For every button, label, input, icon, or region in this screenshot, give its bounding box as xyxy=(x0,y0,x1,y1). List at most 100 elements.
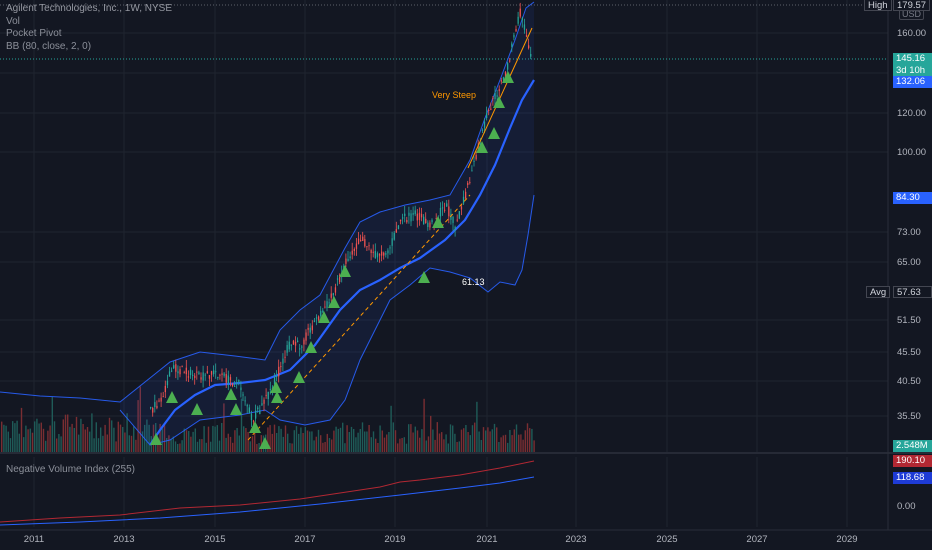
volume-bar xyxy=(456,442,458,452)
price-tick-label: 100.00 xyxy=(897,147,926,158)
volume-bar xyxy=(159,423,161,452)
candle-body xyxy=(515,29,517,32)
volume-bar xyxy=(223,403,225,452)
volume-bar xyxy=(531,428,533,452)
volume-bar xyxy=(513,429,515,452)
volume-bar xyxy=(425,440,427,452)
candle-body xyxy=(370,250,372,253)
upper-band xyxy=(0,1,535,403)
candles xyxy=(150,2,532,427)
volume-bar xyxy=(287,433,289,452)
volume-bar xyxy=(284,425,287,452)
candle-body xyxy=(389,247,391,249)
candle-body xyxy=(502,77,505,80)
symbol-title[interactable]: Agilent Technologies, Inc., 1W, NYSE xyxy=(6,3,173,14)
candle-body xyxy=(152,408,154,413)
candle-body xyxy=(215,371,217,373)
legend-pocket-pivot[interactable]: Pocket Pivot xyxy=(6,28,62,39)
volume-bar xyxy=(45,440,47,452)
triangle-up-icon xyxy=(166,391,178,403)
legend-bb[interactable]: BB (80, close, 2, 0) xyxy=(6,40,92,52)
volume-bar xyxy=(58,434,60,452)
candle-body xyxy=(452,216,454,223)
nvi-value-tag: 190.10 xyxy=(893,455,932,467)
candle-body xyxy=(309,327,311,333)
volume-bar xyxy=(212,425,214,452)
volume-bar xyxy=(190,436,192,452)
volume-bar xyxy=(412,432,414,452)
nvi-line xyxy=(0,460,535,523)
volume-bar xyxy=(502,435,504,452)
volume-bar xyxy=(258,443,260,452)
volume-bar xyxy=(86,427,89,452)
pocket-pivot-markers xyxy=(150,71,514,449)
volume-bar xyxy=(471,425,474,452)
volume-bar xyxy=(269,425,271,452)
time-tick-label: 2025 xyxy=(656,534,677,545)
time-tick-label: 2029 xyxy=(836,534,857,545)
volume-bar xyxy=(293,430,295,452)
volume-bar xyxy=(111,420,113,452)
volume-bar xyxy=(271,433,273,452)
candle-body xyxy=(324,306,326,308)
candle-body xyxy=(187,376,190,378)
low-value-annotation: 61.13 xyxy=(462,277,485,287)
candle-body xyxy=(387,250,389,254)
volume-bar xyxy=(89,431,91,452)
time-tick-label: 2023 xyxy=(565,534,586,545)
candle-body xyxy=(303,339,305,345)
legend-vol[interactable]: Vol xyxy=(6,15,20,27)
candle-body xyxy=(315,317,318,319)
volume-bar xyxy=(124,432,126,452)
volume-bar xyxy=(168,435,170,452)
volume-bar xyxy=(170,438,172,452)
candle-body xyxy=(408,212,410,216)
candle-body xyxy=(185,367,187,375)
candle-body xyxy=(311,325,313,331)
candle-body xyxy=(420,213,423,218)
candle-body xyxy=(332,293,334,296)
countdown-tag: 3d 10h xyxy=(893,65,932,77)
candle-body xyxy=(244,400,246,402)
candle-body xyxy=(294,341,297,346)
candle-body xyxy=(280,366,282,368)
candle-body xyxy=(402,217,404,219)
volume-bar xyxy=(458,441,460,452)
candle-body xyxy=(467,182,469,185)
candle-body xyxy=(414,210,416,215)
candle-body xyxy=(362,236,364,241)
volume-bar xyxy=(146,419,148,452)
volume-bar xyxy=(64,414,67,452)
volume-bar xyxy=(97,438,100,452)
volume-bar xyxy=(135,439,137,452)
time-tick-label: 2015 xyxy=(204,534,225,545)
candle-body xyxy=(425,218,427,223)
candle-body xyxy=(273,377,276,385)
candle-body xyxy=(227,375,229,384)
volume-bar xyxy=(348,432,350,452)
volume-bar xyxy=(485,430,487,452)
volume-bar xyxy=(82,424,84,452)
candle-body xyxy=(519,8,521,17)
volume-bar xyxy=(392,422,394,452)
triangle-up-icon xyxy=(328,296,340,308)
volume-bar xyxy=(328,438,331,452)
volume-bar xyxy=(443,439,445,452)
volume-bar xyxy=(216,425,218,452)
volume-bar xyxy=(247,432,249,452)
volume-bar xyxy=(405,443,408,452)
candle-body xyxy=(196,371,198,373)
price-tick-label: 120.00 xyxy=(897,108,926,119)
volume-bar xyxy=(509,430,511,452)
triangle-up-icon xyxy=(249,421,261,433)
volume-bar xyxy=(229,436,232,452)
high-label-tag: High xyxy=(864,0,892,11)
volume-bar xyxy=(372,431,375,452)
candle-body xyxy=(431,219,433,223)
volume-bar xyxy=(280,428,282,452)
volume-bar xyxy=(174,441,177,452)
candle-body xyxy=(206,371,208,374)
nvi-label[interactable]: Negative Volume Index (255) xyxy=(6,464,135,475)
volume-bar xyxy=(361,422,364,452)
